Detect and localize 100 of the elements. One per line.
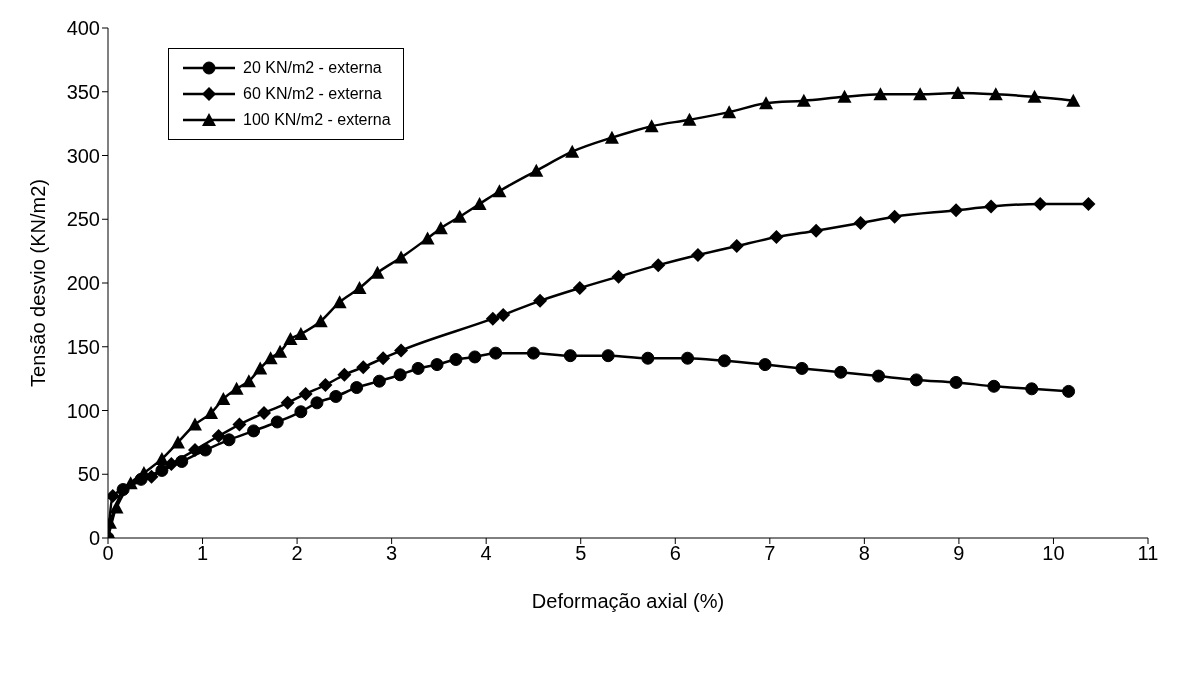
x-tick-label: 3 xyxy=(386,542,398,565)
point xyxy=(496,307,511,322)
y-tick-label: 400 xyxy=(66,17,100,40)
point xyxy=(263,351,278,365)
point xyxy=(717,354,731,368)
point xyxy=(485,311,500,326)
point xyxy=(187,417,202,431)
point xyxy=(283,332,298,346)
point xyxy=(526,346,540,360)
point xyxy=(758,358,772,372)
point xyxy=(604,130,619,144)
point xyxy=(611,269,626,284)
point xyxy=(253,361,268,375)
point xyxy=(270,415,284,429)
x-tick-label: 2 xyxy=(291,542,303,565)
point xyxy=(651,258,666,273)
point xyxy=(641,351,655,365)
point xyxy=(280,395,295,410)
point xyxy=(370,265,385,279)
y-tick-label: 50 xyxy=(77,463,100,486)
point xyxy=(318,378,333,392)
point xyxy=(472,196,487,210)
point xyxy=(795,361,809,375)
y-tick-label: 250 xyxy=(66,208,100,231)
point xyxy=(949,375,963,389)
point xyxy=(175,455,189,468)
point xyxy=(232,417,247,432)
point xyxy=(154,451,169,465)
legend-label: 20 KN/m2 - externa xyxy=(243,59,382,77)
point xyxy=(222,433,236,447)
point xyxy=(887,209,902,224)
point xyxy=(350,381,364,395)
point xyxy=(257,406,271,421)
point xyxy=(565,144,580,158)
y-axis-title: Tensão desvio (KN/m2) xyxy=(27,179,50,387)
point xyxy=(204,406,219,420)
point xyxy=(873,87,888,101)
x-tick-label: 11 xyxy=(1137,542,1159,565)
x-tick-label: 9 xyxy=(953,542,965,565)
point xyxy=(529,163,544,177)
legend-label: 60 KN/m2 - externa xyxy=(243,85,382,103)
point xyxy=(468,350,482,364)
point xyxy=(356,360,371,375)
point xyxy=(313,314,328,328)
x-tick-label: 7 xyxy=(764,542,776,565)
x-tick-label: 10 xyxy=(1042,542,1065,565)
point xyxy=(187,443,202,458)
y-tick-label: 300 xyxy=(66,144,100,167)
x-tick-label: 5 xyxy=(575,542,587,565)
point xyxy=(216,392,231,406)
point xyxy=(109,500,124,514)
point xyxy=(601,349,615,363)
point xyxy=(1081,196,1096,211)
point xyxy=(310,396,324,410)
point xyxy=(372,374,386,388)
point xyxy=(837,89,852,103)
point xyxy=(247,424,261,438)
point xyxy=(563,349,577,363)
point xyxy=(1062,384,1076,398)
point xyxy=(1066,93,1081,107)
point xyxy=(984,199,999,214)
point xyxy=(1033,196,1048,211)
point xyxy=(690,247,705,262)
point xyxy=(332,295,347,309)
point xyxy=(489,346,503,360)
point xyxy=(950,86,965,100)
point xyxy=(229,381,244,395)
point xyxy=(241,374,256,388)
point xyxy=(1025,382,1039,396)
point xyxy=(433,221,448,235)
x-axis-title: Deformação axial (%) xyxy=(531,590,725,612)
point xyxy=(394,343,409,358)
point xyxy=(294,405,308,419)
x-tick-label: 6 xyxy=(669,542,681,565)
point xyxy=(682,112,697,126)
point xyxy=(809,223,824,238)
point xyxy=(198,443,212,457)
y-tick-label: 200 xyxy=(66,272,100,295)
point xyxy=(420,231,435,245)
y-tick-label: 350 xyxy=(66,80,100,103)
point xyxy=(411,361,425,375)
point xyxy=(352,281,367,295)
point xyxy=(572,281,587,296)
point xyxy=(449,353,463,366)
point xyxy=(293,327,308,340)
x-tick-label: 8 xyxy=(858,542,870,565)
point xyxy=(681,351,695,365)
point xyxy=(430,358,444,372)
point xyxy=(987,379,1001,393)
point xyxy=(211,429,226,443)
point xyxy=(853,216,868,231)
point xyxy=(393,368,407,382)
point xyxy=(722,105,737,119)
point xyxy=(988,87,1003,101)
x-tick-label: 0 xyxy=(102,542,114,565)
point xyxy=(298,386,313,401)
point xyxy=(913,87,928,101)
point xyxy=(949,203,964,218)
point xyxy=(273,344,288,358)
point xyxy=(769,230,784,245)
